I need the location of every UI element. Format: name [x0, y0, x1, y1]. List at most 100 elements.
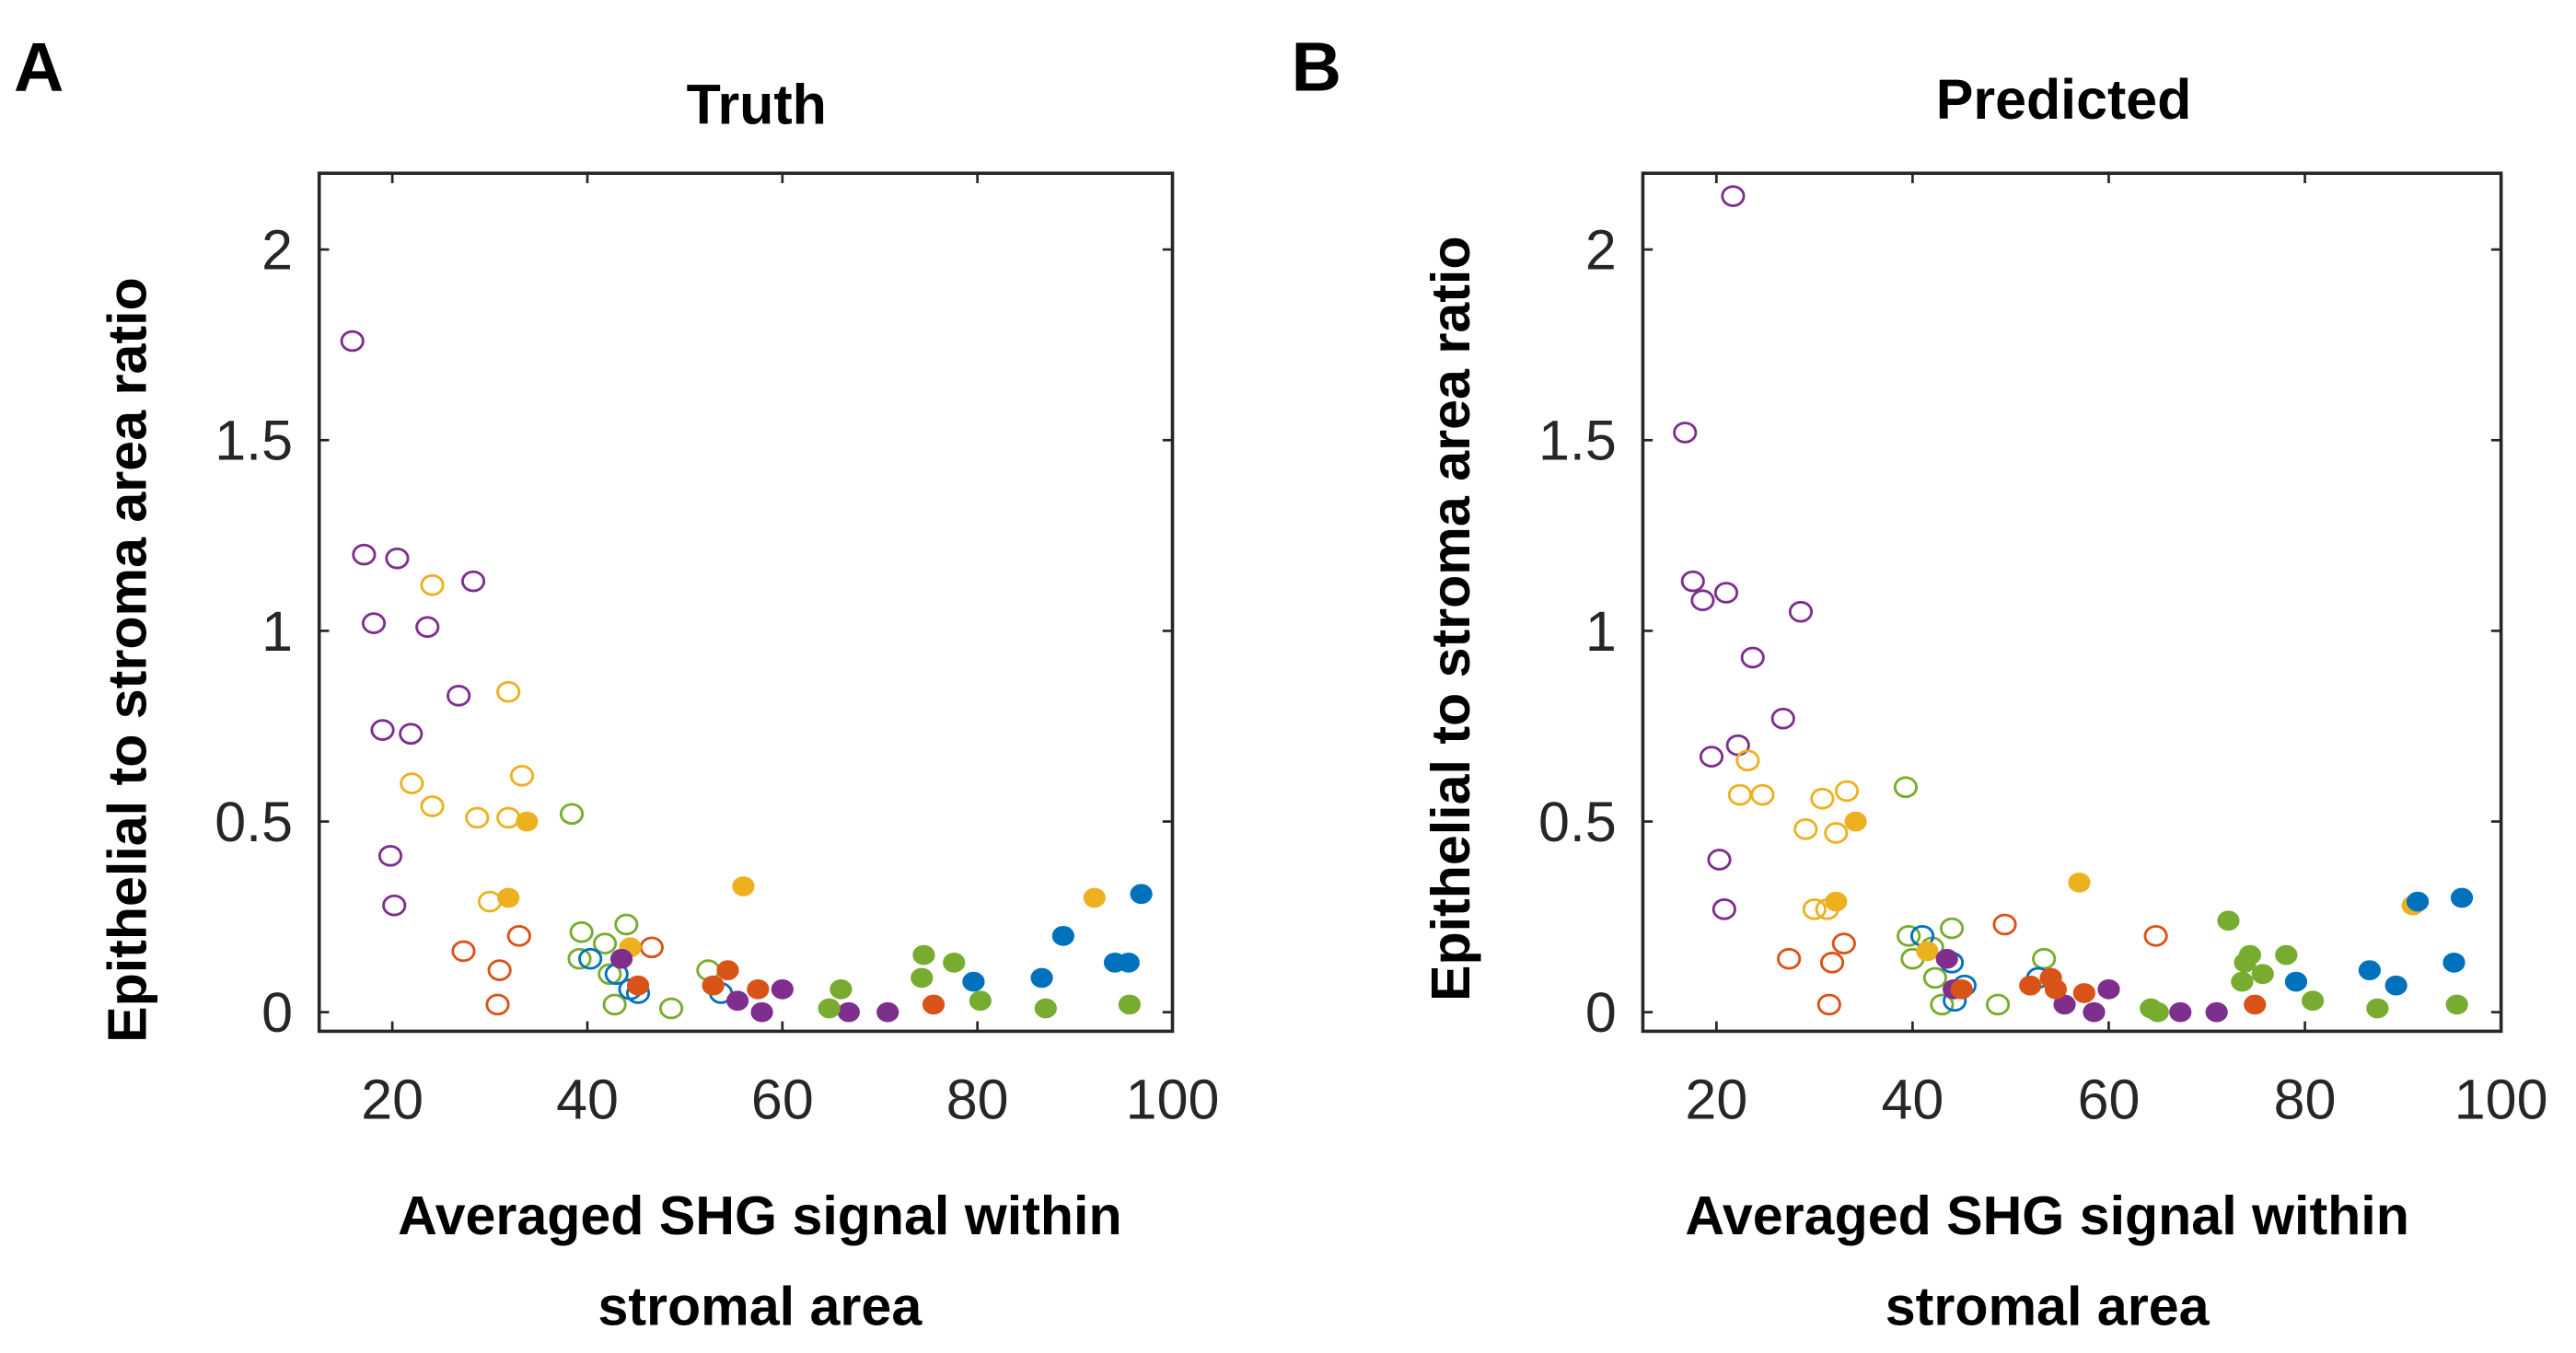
data-point [614, 913, 639, 936]
series-green-filled [818, 944, 1142, 1019]
data-point [352, 543, 377, 566]
data-point [1844, 811, 1867, 832]
series-orange-filled [1950, 967, 2267, 1015]
x-tick-label: 20 [361, 1068, 424, 1130]
data-point [465, 806, 490, 829]
data-point [497, 887, 520, 908]
data-point [1831, 932, 1856, 954]
x-tick-label: 40 [1882, 1068, 1944, 1130]
data-point [2231, 971, 2254, 992]
data-point [1713, 582, 1739, 604]
data-point [818, 998, 841, 1019]
series-purple-open [340, 330, 486, 917]
data-point [725, 990, 749, 1012]
x-tick-label: 40 [556, 1068, 619, 1130]
data-point [2019, 975, 2042, 996]
data-point [451, 940, 476, 963]
data-point [1810, 787, 1835, 810]
y-tick-label: 0.5 [215, 791, 293, 853]
y-tick-label: 0 [1585, 981, 1617, 1044]
data-point [578, 947, 603, 970]
data-point [1825, 891, 1848, 912]
data-point [969, 990, 992, 1012]
data-point [2072, 983, 2095, 1003]
data-point [2205, 1001, 2228, 1023]
data-point [2301, 990, 2325, 1012]
data-point [2044, 979, 2068, 1000]
y-tick-label: 1.5 [1538, 410, 1617, 472]
x-tick-label: 80 [946, 1068, 1009, 1130]
x-axis-label-line1: Averaged SHG signal within [398, 1185, 1122, 1246]
data-point [1030, 967, 1053, 989]
panel-a: 20 40 60 80 100 0 0.5 1 1.5 2 A Truth Epithelial to … [14, 29, 1219, 1337]
x-tick-label: 20 [1685, 1068, 1747, 1130]
data-point [626, 975, 650, 996]
data-point [1802, 898, 1827, 920]
data-point [385, 547, 410, 570]
data-point [361, 612, 387, 634]
data-point [2238, 944, 2261, 966]
data-point [2068, 873, 2091, 893]
data-point [609, 948, 633, 969]
x-tick-label: 60 [751, 1068, 814, 1130]
data-point [400, 772, 424, 794]
x-tick-label: 100 [1126, 1068, 1220, 1130]
chart-title: Predicted [1936, 68, 2192, 131]
series-purple-open [1673, 185, 1814, 920]
data-point [876, 1001, 899, 1023]
y-tick-label: 1 [261, 600, 293, 663]
data-point [1051, 926, 1074, 946]
data-point [1770, 707, 1795, 730]
data-point [2217, 910, 2240, 931]
data-point [1740, 646, 1765, 669]
data-point [750, 1001, 773, 1023]
data-point [732, 876, 755, 896]
series-blue-filled [962, 884, 1153, 992]
data-point [2284, 971, 2308, 992]
x-axis-label-line2: stromal area [1886, 1276, 2210, 1337]
data-point [399, 723, 424, 746]
x-tick-label: 80 [2274, 1068, 2337, 1130]
data-point [1721, 185, 1746, 207]
data-point [447, 685, 471, 707]
data-point [1712, 898, 1736, 920]
panel-b: 20 40 60 80 100 0 0.5 1 1.5 2 B Predicted Epithelial… [1292, 29, 2548, 1337]
data-point [598, 963, 622, 986]
data-point [1673, 422, 1698, 444]
series-orange-open [1777, 913, 2168, 1016]
data-point [1824, 822, 1849, 844]
x-tick-label: 100 [2454, 1068, 2548, 1130]
data-point [1922, 966, 1947, 989]
data-point [1707, 849, 1732, 871]
data-point [1897, 925, 1921, 947]
data-point [509, 765, 535, 787]
data-point [496, 680, 521, 703]
data-point [506, 925, 531, 947]
data-point [460, 570, 486, 593]
data-point [569, 920, 594, 943]
y-tick-label: 1 [1585, 600, 1617, 663]
data-point [602, 993, 627, 1016]
y-tick-label: 2 [1585, 219, 1617, 282]
data-point [1690, 589, 1715, 612]
data-point [377, 845, 403, 867]
data-point [2406, 891, 2430, 912]
data-point [1930, 993, 1955, 1016]
y-axis-label: Epithelial to stroma area ratio [1420, 237, 1481, 1002]
series-purple-filled [609, 948, 899, 1023]
y-tick-label: 0 [261, 981, 293, 1044]
data-point [516, 811, 539, 832]
series-blue-filled [2284, 887, 2474, 996]
data-point [2083, 1001, 2106, 1023]
x-axis-label-line2: stromal area [598, 1276, 922, 1337]
data-point [559, 803, 585, 826]
data-point [830, 979, 853, 1000]
data-point [487, 959, 512, 981]
data-point [2244, 994, 2267, 1015]
chart-title: Truth [687, 73, 827, 135]
y-tick-label: 2 [261, 219, 293, 282]
series-green-filled [2140, 910, 2468, 1023]
data-point [592, 932, 618, 954]
data-point [1117, 953, 1140, 973]
data-point [922, 994, 946, 1015]
